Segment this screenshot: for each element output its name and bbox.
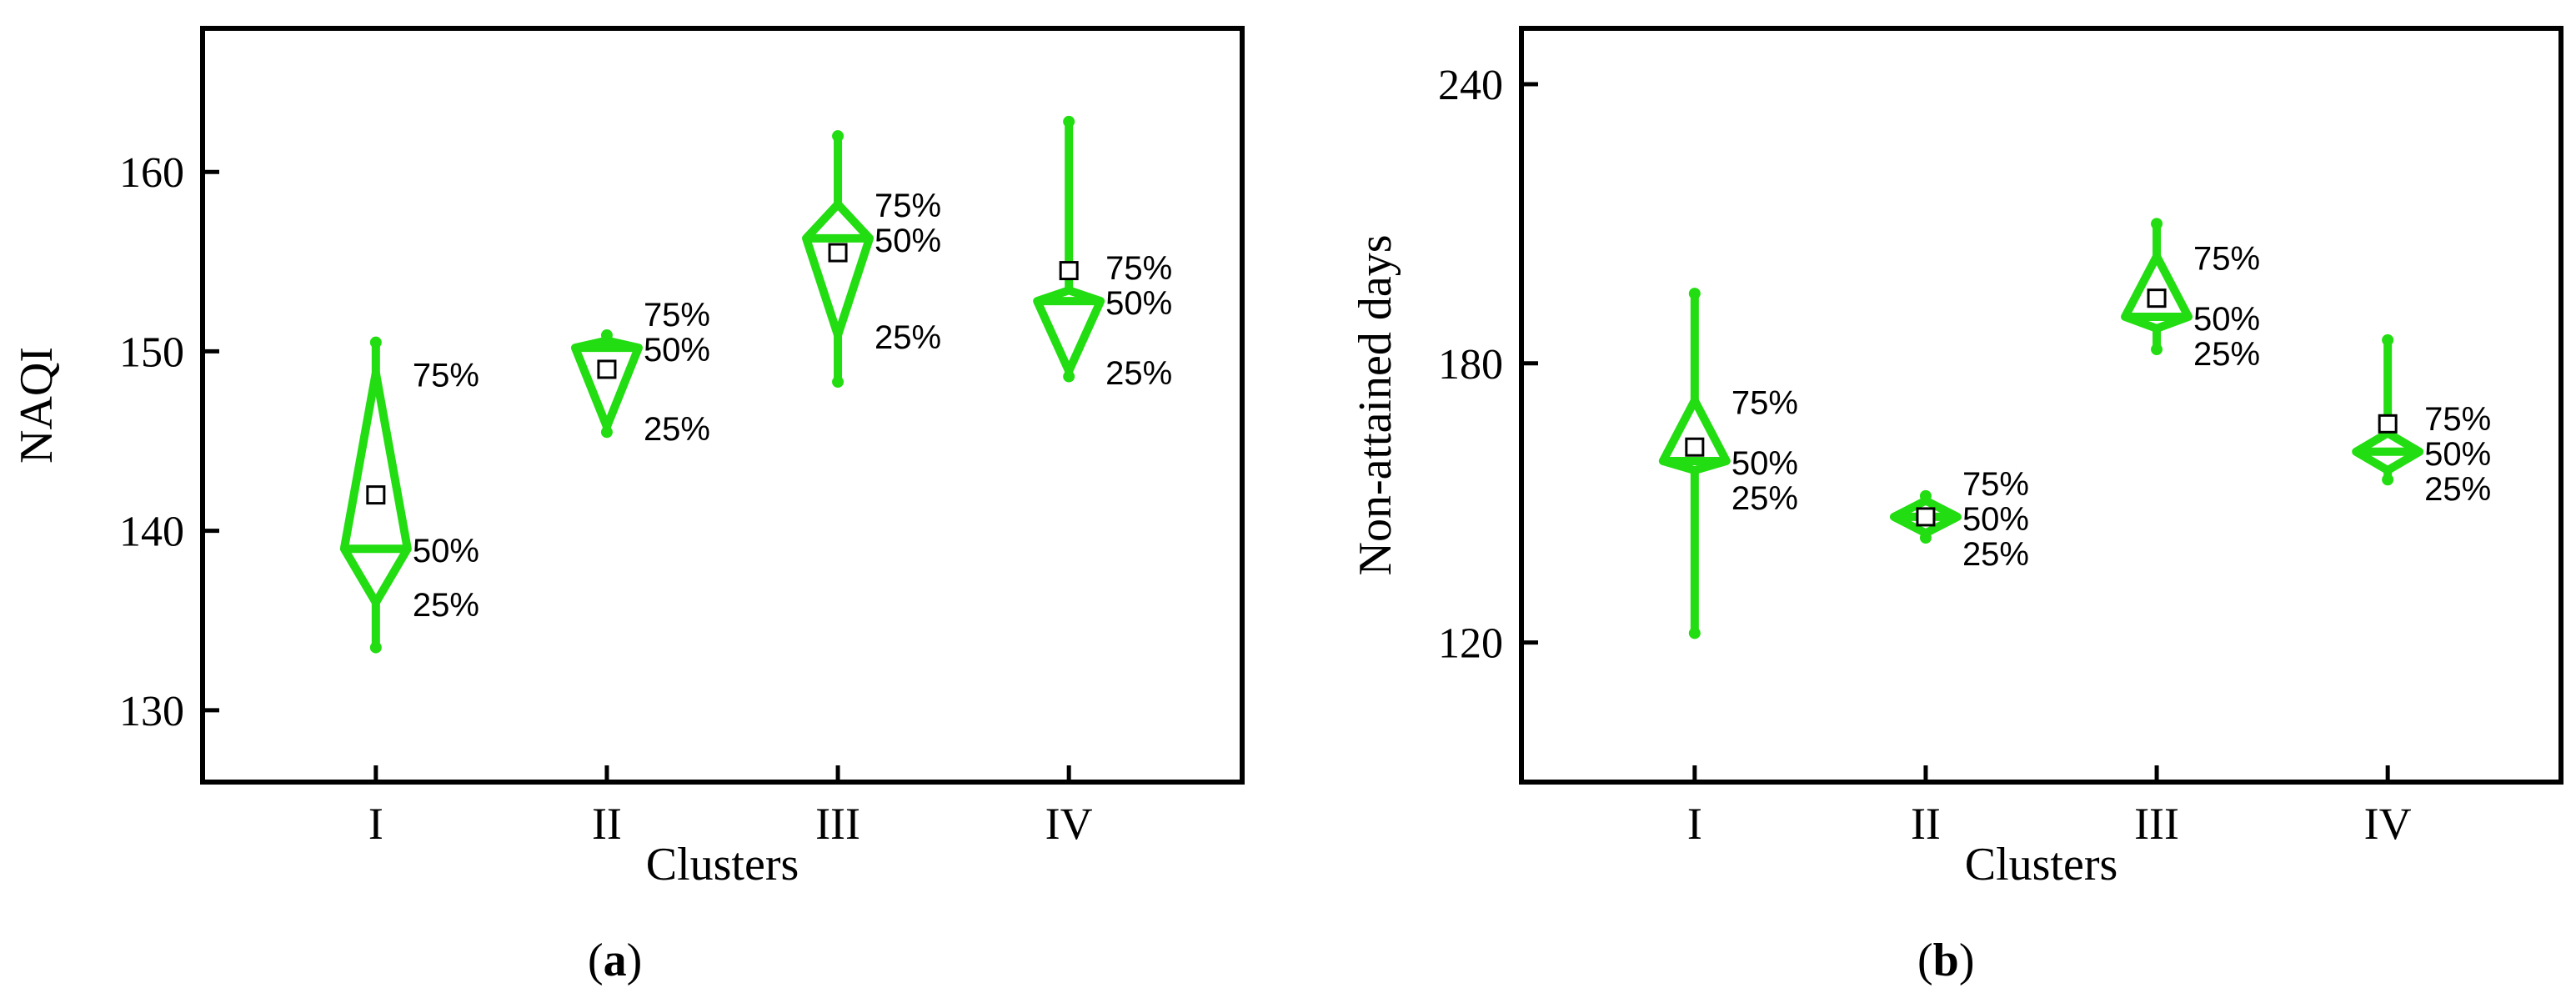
plot-frame [200, 26, 1245, 785]
whisker-cap-min [2382, 474, 2394, 486]
percentile-label: 50% [2424, 436, 2491, 473]
box-notch [570, 336, 643, 431]
percentile-label: 50% [644, 332, 710, 369]
plot-frame [1519, 26, 2563, 785]
box-notch [1889, 496, 1962, 538]
percentile-label: 75% [2193, 240, 2260, 277]
whisker-cap-max [1063, 115, 1075, 128]
y-axis-title: NAQI [11, 347, 63, 464]
whisker-cap-max [369, 336, 382, 349]
mean-marker [1685, 437, 1705, 457]
y-tick-label: 180 [1438, 341, 1503, 389]
x-tick-label: III [815, 799, 860, 849]
y-tick-label: 150 [119, 328, 184, 376]
percentile-label: 50% [2193, 301, 2260, 338]
box-II: 75%50% 25% [570, 297, 710, 448]
percentile-label: 50% [875, 223, 941, 259]
x-tick-label: III [2134, 799, 2179, 849]
whisker-cap-min [369, 641, 382, 654]
y-tick-label: 120 [1438, 620, 1503, 668]
box-III: 75% 50%25% [2121, 218, 2260, 373]
percentile-label: 25% [875, 319, 941, 356]
box-notch [2352, 429, 2424, 475]
percentile-label: 25% [1732, 480, 1798, 517]
x-tick-label: IV [2364, 799, 2412, 849]
whisker-cap-min [2151, 344, 2163, 356]
percentile-label: 25% [413, 587, 479, 624]
whisker-cap-max [2151, 218, 2163, 230]
panel-label-a: (a) [588, 935, 643, 986]
percentile-label: 75% [875, 188, 941, 224]
box-notch [339, 369, 412, 607]
y-axis-title: Non-attained days [1350, 235, 1401, 576]
x-tick-label: IV [1045, 799, 1093, 849]
box-III: 75%50% 25% [802, 130, 941, 389]
x-tick-label: I [368, 799, 383, 849]
whisker-cap-min [832, 376, 844, 389]
percentile-label: 50% [1732, 445, 1798, 482]
box-notch [2121, 252, 2193, 333]
y-tick-label: 240 [1438, 62, 1503, 109]
percentile-label: 75% [644, 297, 710, 333]
mean-marker [1059, 261, 1079, 281]
mean-marker [597, 359, 617, 379]
y-tick-label: 160 [119, 149, 184, 197]
percentile-label: 75% [1962, 466, 2029, 503]
whisker-cap-min [1688, 627, 1701, 639]
percentile-label: 75% [413, 357, 479, 394]
mean-marker [366, 485, 386, 505]
percentile-label: 50% [1962, 501, 2029, 538]
percentile-label: 50% [413, 533, 479, 569]
whisker-cap-max [1688, 288, 1701, 300]
box-notch [1658, 396, 1731, 475]
percentile-label: 75% [1732, 384, 1798, 421]
x-axis-title: Clusters [1965, 839, 2118, 890]
x-tick-label: II [592, 799, 622, 849]
x-tick-label: II [1911, 799, 1941, 849]
mean-marker [828, 243, 848, 263]
x-tick-label: I [1687, 799, 1702, 849]
percentile-label: 25% [2424, 471, 2491, 508]
box-IV: 75%50% 25% [1033, 115, 1172, 392]
box-I: 75% 50%25% [1658, 288, 1798, 639]
x-axis-title: Clusters [646, 839, 799, 890]
percentile-label: 25% [1105, 355, 1172, 392]
y-tick-label: 130 [119, 688, 184, 735]
mean-marker [2147, 288, 2167, 308]
panel-label-b: (b) [1917, 935, 1975, 986]
box-notch [802, 199, 875, 340]
mean-marker [1916, 507, 1936, 527]
box-I: 75% 50% 25% [339, 336, 479, 654]
percentile-label: 25% [2193, 336, 2260, 373]
percentile-label: 25% [1962, 536, 2029, 573]
percentile-label: 75% [1105, 250, 1172, 287]
whisker-cap-max [832, 130, 844, 143]
percentile-label: 25% [644, 411, 710, 448]
percentile-label: 50% [1105, 285, 1172, 322]
percentile-label: 75% [2424, 401, 2491, 438]
box-IV: 75%50%25% [2352, 333, 2491, 508]
y-tick-label: 140 [119, 509, 184, 556]
whisker-cap-max [2382, 333, 2394, 346]
box-II: 75%50%25% [1889, 466, 2029, 573]
mean-marker [2378, 414, 2398, 434]
